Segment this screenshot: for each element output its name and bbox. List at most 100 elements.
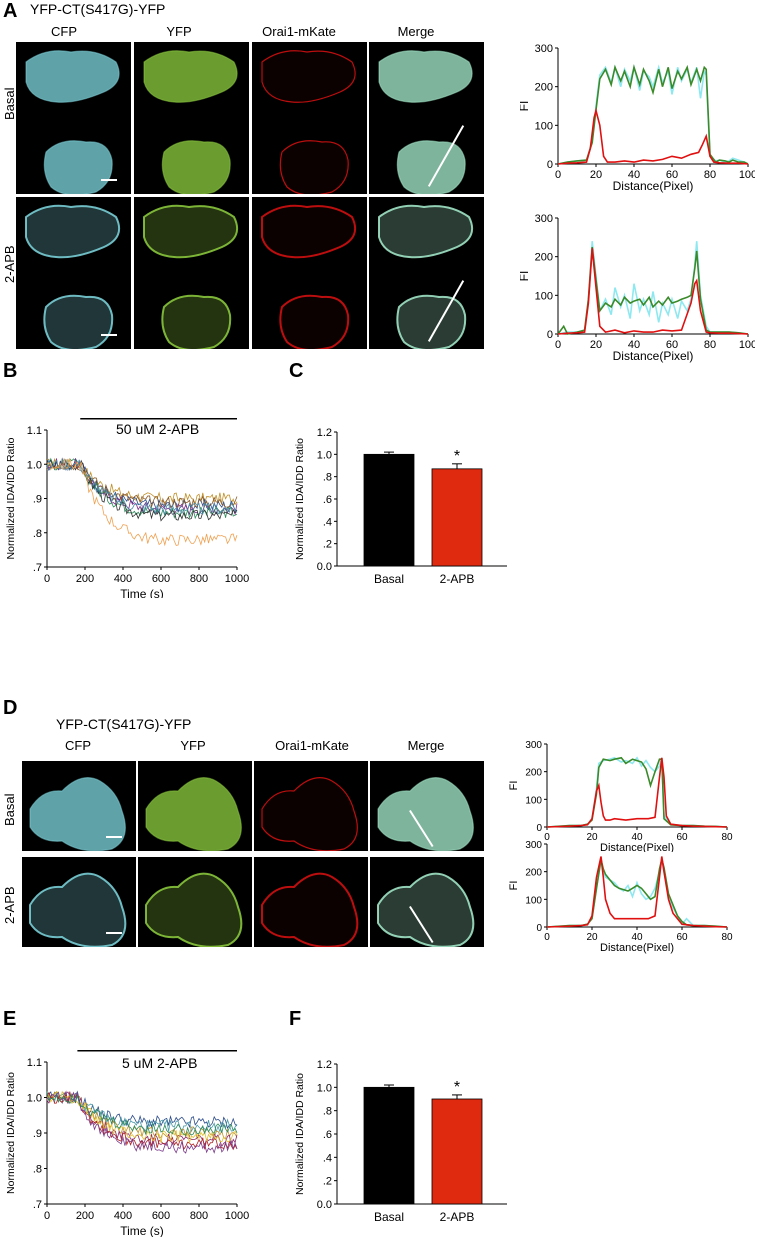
bar-basal — [363, 1086, 415, 1205]
profile-series-line — [557, 107, 749, 165]
cell-shape — [279, 294, 350, 349]
ratio-trace — [46, 1090, 238, 1148]
x-tick-label: 80 — [721, 832, 733, 843]
panel-a-col-yfp: YFP — [166, 24, 192, 39]
panel-a-row-basal: Basal — [2, 87, 17, 120]
x-tick-label: 60 — [666, 169, 678, 181]
panel-a-construct-label: YFP-CT(S417G)-YFP — [30, 1, 166, 17]
y-tick-label: 300 — [525, 840, 542, 851]
y-tick-label: 1.0 — [27, 1093, 42, 1105]
y-tick-label: 300 — [535, 213, 553, 225]
panel-a-row-apb: 2-APB — [2, 245, 17, 283]
profile-series-line — [546, 756, 728, 828]
bar-2-apb — [431, 1098, 483, 1205]
category-label: 2-APB — [440, 1210, 475, 1224]
micrograph-svg — [145, 777, 242, 851]
y-axis-label: FI — [508, 881, 520, 891]
x-axis-label: Distance(Pixel) — [600, 942, 674, 954]
y-tick-label: 100 — [525, 895, 542, 906]
x-tick-label: 80 — [721, 932, 733, 943]
panel-b-treatment-label: 50 uM 2-APB — [116, 421, 200, 437]
micrograph-svg — [261, 50, 356, 194]
profile-series-line — [557, 64, 749, 165]
x-tick-label: 400 — [114, 573, 132, 585]
y-tick-label: .6 — [323, 1129, 332, 1141]
y-tick-label: 1.0 — [317, 1082, 332, 1094]
micrograph-merge — [369, 197, 484, 349]
profile-series-line — [546, 860, 728, 928]
y-tick-label: 1.0 — [317, 449, 332, 461]
y-tick-label: 1.1 — [27, 425, 42, 437]
x-tick-label: 80 — [704, 169, 716, 181]
y-tick-label: .4 — [323, 1152, 332, 1164]
cell-shape — [25, 50, 120, 103]
x-tick-label: 800 — [190, 573, 208, 585]
panel-a-profile-basal-chart: 0 100 200 300 0 20 40 60 80 100 Distance(Pixel) FI — [520, 43, 755, 193]
ratio-trace — [46, 1091, 238, 1154]
x-tick-label: 200 — [76, 1210, 94, 1222]
cell-shape — [261, 777, 358, 851]
y-axis-label: Normalized IDA/IDD Ratio — [5, 1072, 17, 1194]
micrograph-cfp — [22, 761, 136, 851]
cell-shape — [43, 294, 114, 349]
y-axis-label: FI — [508, 781, 520, 791]
cell-shape — [161, 140, 231, 194]
panel-a-col-orai1: Orai1-mKate — [262, 24, 336, 39]
scale-bar — [106, 836, 122, 838]
panel-a-col-merge: Merge — [397, 24, 435, 39]
y-tick-label: .9 — [33, 494, 42, 506]
profile-series-line — [557, 248, 749, 335]
y-tick-label: 0 — [536, 923, 542, 934]
x-axis-label: Distance(Pixel) — [613, 349, 694, 363]
x-axis-label: Distance(Pixel) — [613, 179, 694, 193]
y-tick-label: .2 — [323, 539, 332, 551]
micrograph-merge — [370, 857, 484, 947]
cell-shape — [279, 140, 349, 194]
y-axis-label: FI — [520, 271, 531, 282]
y-tick-label: 100 — [525, 795, 542, 806]
micrograph-cfp — [16, 42, 131, 194]
micrograph-svg — [29, 872, 127, 947]
panel-b-timecourse-chart: .7 .8 .9 1.0 1.1 0 200 400 600 800 1000 Time (s) Nor… — [5, 418, 249, 598]
micrograph-svg — [29, 777, 126, 851]
panel-e-letter: E — [3, 1008, 17, 1030]
x-axis-label: Distance(Pixel) — [600, 842, 674, 852]
micrograph-svg — [378, 204, 473, 349]
y-tick-label: 0.0 — [317, 1199, 332, 1211]
y-tick-label: 0 — [536, 823, 542, 834]
micrograph-svg — [261, 872, 359, 947]
x-tick-label: 800 — [190, 1210, 208, 1222]
x-tick-label: 600 — [152, 573, 170, 585]
ratio-trace — [46, 1091, 238, 1136]
cell-shape — [377, 872, 475, 947]
y-tick-label: 300 — [525, 740, 542, 751]
y-tick-label: .6 — [323, 494, 332, 506]
y-axis-label: Normalized IDA/IDD Ratio — [5, 437, 17, 559]
y-tick-label: 1.2 — [317, 427, 332, 439]
panel-a-letter: A — [3, 0, 18, 22]
y-tick-label: .2 — [323, 1176, 332, 1188]
x-tick-label: 40 — [631, 932, 643, 943]
cell-shape — [261, 872, 359, 947]
x-tick-label: 0 — [544, 932, 550, 943]
y-tick-label: 200 — [535, 252, 553, 264]
micrograph-merge — [369, 42, 484, 194]
x-tick-label: 20 — [590, 169, 602, 181]
cell-shape — [396, 140, 466, 194]
profile-series-line — [546, 858, 728, 928]
profile-series-line — [557, 64, 749, 165]
x-tick-label: 20 — [586, 832, 598, 843]
y-tick-label: 200 — [525, 768, 542, 779]
x-tick-label: 100 — [739, 169, 755, 181]
x-tick-label: 20 — [586, 932, 598, 943]
panel-c-letter: C — [289, 360, 304, 382]
panel-e-timecourse-chart: .7 .8 .9 1.0 1.1 0 200 400 600 800 1000 Time (s) Nor… — [5, 1050, 249, 1237]
profile-series-line — [546, 856, 728, 928]
panel-c-bar-chart: 0.0 .2 .4 .6 .8 1.0 1.2 Normalized IDA/IDD Rati… — [294, 427, 507, 586]
x-tick-label: 0 — [44, 1210, 50, 1222]
bar-2-apb — [431, 468, 483, 567]
y-tick-label: 100 — [535, 290, 553, 302]
micrograph-svg — [377, 872, 475, 947]
y-tick-label: .8 — [33, 528, 42, 540]
cell-shape — [161, 294, 232, 349]
